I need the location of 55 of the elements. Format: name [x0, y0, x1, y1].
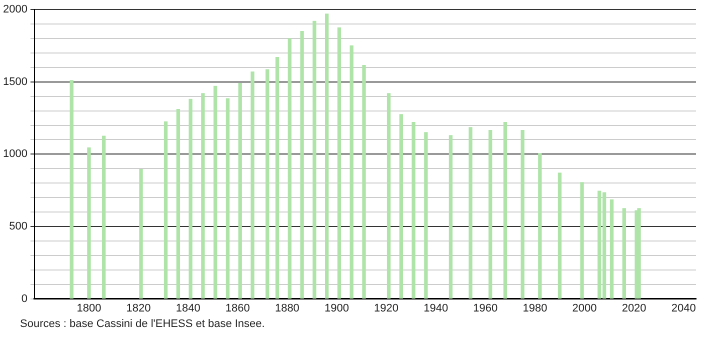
bar [350, 45, 354, 299]
y-tick-label: 500 [9, 220, 28, 233]
bar [226, 98, 230, 299]
bar [87, 147, 91, 299]
x-tick-label: 1860 [225, 302, 250, 314]
y-tick-label: 1500 [2, 76, 28, 88]
x-tick-label: 1920 [374, 302, 399, 314]
bar [448, 135, 453, 299]
bar [558, 172, 562, 299]
bar [201, 93, 205, 299]
bar [520, 130, 524, 299]
bar [637, 208, 641, 299]
bar [386, 93, 391, 299]
x-tick-label: 2040 [671, 302, 696, 314]
bar [275, 56, 280, 299]
bar [300, 30, 304, 299]
bar [362, 64, 366, 299]
source-note: Sources : base Cassini de l'EHESS et base Insee. [20, 318, 266, 330]
bar [176, 109, 180, 299]
bar [70, 80, 74, 299]
y-tick-label: 0 [21, 292, 28, 305]
x-tick-label: 1880 [274, 302, 300, 314]
y-tick-label: 1000 [2, 148, 28, 160]
y-tick-label: 2000 [2, 4, 28, 16]
bar [288, 38, 292, 299]
bar [488, 130, 492, 299]
bar [424, 132, 428, 299]
bar [139, 169, 143, 299]
x-tick-label: 1800 [76, 302, 102, 314]
bar [312, 20, 316, 299]
bar [412, 122, 416, 299]
bar [468, 127, 472, 299]
bar [399, 114, 403, 299]
bar [337, 27, 342, 299]
bar [610, 199, 614, 299]
bar [250, 71, 254, 299]
bar [325, 14, 329, 299]
bar [580, 182, 584, 299]
x-tick-label: 1980 [522, 302, 548, 314]
bar [622, 208, 626, 299]
bar [214, 86, 218, 299]
bar [538, 153, 542, 299]
x-tick-label: 1940 [424, 302, 448, 314]
bar [164, 121, 168, 299]
bar [503, 122, 508, 299]
bar [102, 136, 106, 299]
bar [266, 69, 270, 299]
x-tick-label: 1840 [176, 302, 200, 314]
bar [188, 98, 192, 299]
x-tick-label: 2020 [622, 302, 646, 314]
bar [238, 83, 242, 299]
x-tick-label: 1960 [473, 302, 498, 314]
x-tick-label: 2000 [572, 302, 597, 314]
x-tick-label: 1900 [324, 302, 349, 314]
x-tick-label: 1820 [126, 302, 151, 314]
